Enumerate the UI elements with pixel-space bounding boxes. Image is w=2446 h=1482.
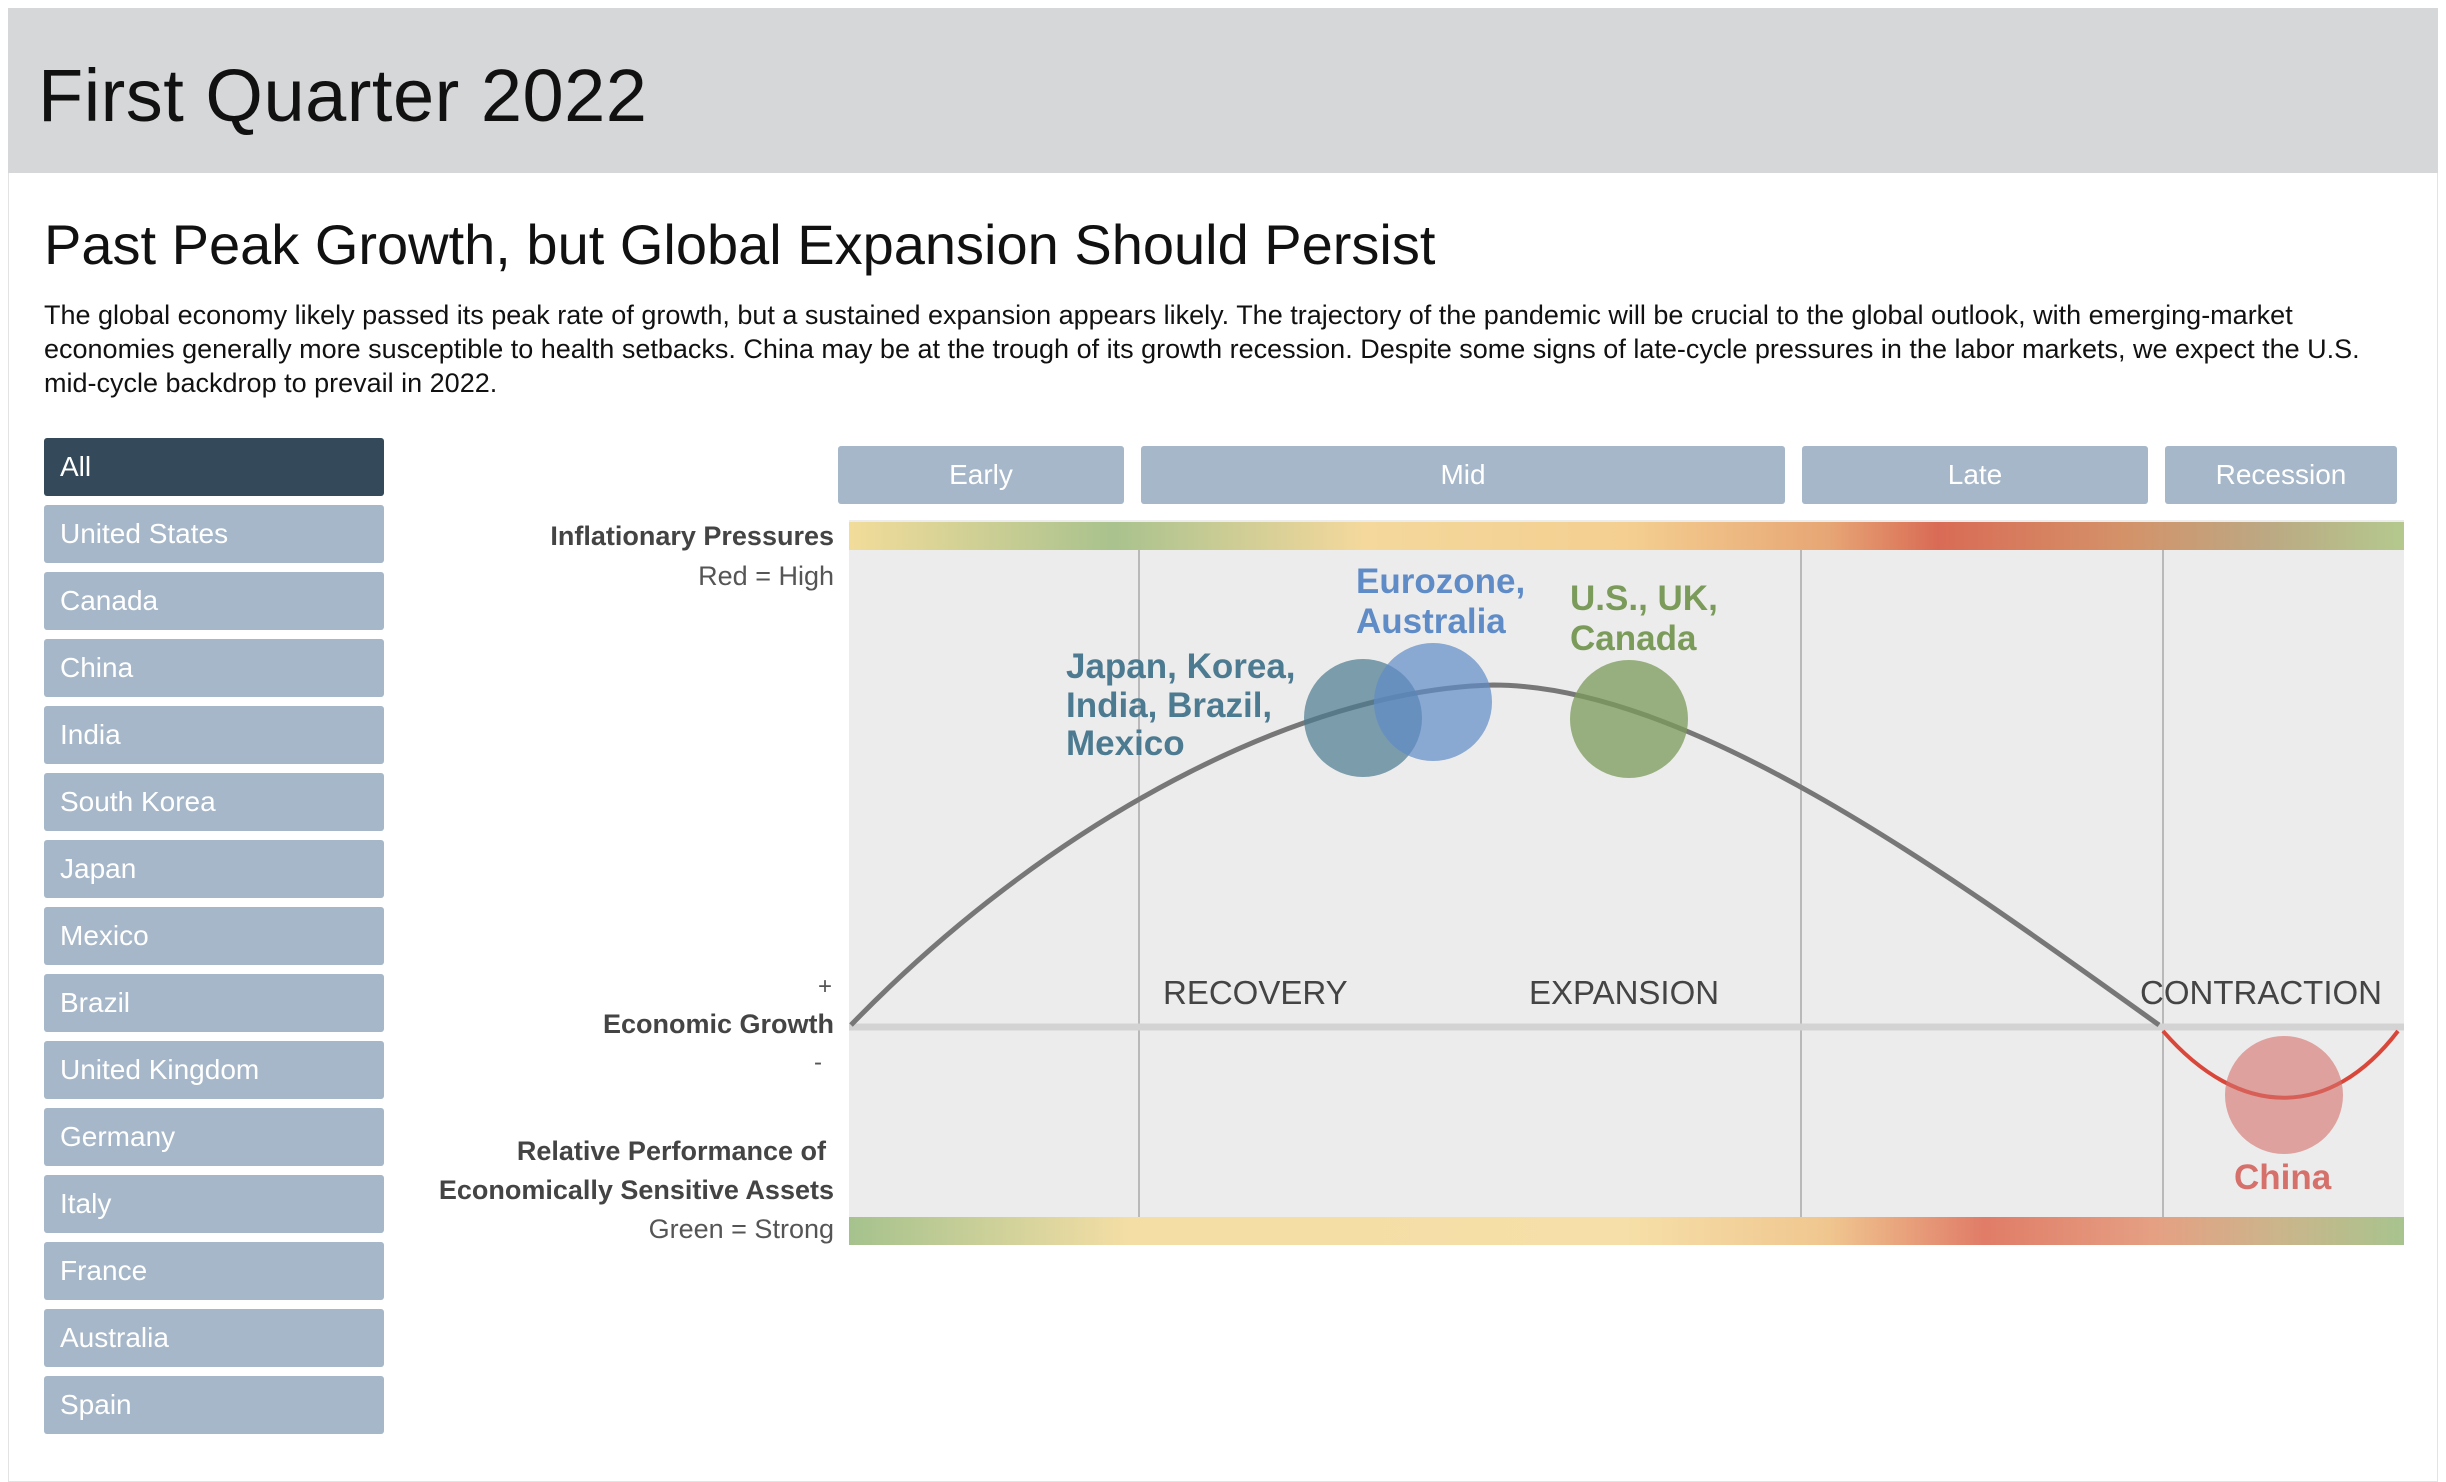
phase-tab-recession-label: Recession <box>2216 459 2347 490</box>
phase-tabs: Early Mid Late Recession <box>838 446 2397 504</box>
bubble-china[interactable] <box>2225 1036 2343 1154</box>
sidebar-item-spain[interactable]: Spain <box>44 1376 384 1434</box>
phase-dividers <box>1138 550 2164 1217</box>
performance-label-line1: Relative Performance of <box>517 1136 827 1166</box>
phase-tab-mid-label: Mid <box>1440 459 1485 490</box>
sidebar-item-japan[interactable]: Japan <box>44 840 384 898</box>
sidebar-item-south-korea[interactable]: South Korea <box>44 773 384 831</box>
cycle-curve <box>849 682 2161 1028</box>
sidebar-item-india[interactable]: India <box>44 706 384 764</box>
sidebar-item-italy[interactable]: Italy <box>44 1175 384 1233</box>
label-jkibm-line2: India, Brazil, <box>1066 686 1272 725</box>
stage-contraction: CONTRACTION <box>2140 974 2382 1011</box>
growth-minus-sign: - <box>814 1049 822 1076</box>
inflation-gradient-bar <box>849 522 2404 550</box>
sidebar-item-australia[interactable]: Australia <box>44 1309 384 1367</box>
growth-plus-sign: + <box>818 973 832 1000</box>
stage-labels: RECOVERY EXPANSION CONTRACTION <box>1163 974 2382 1011</box>
country-filter-list: All United States Canada China India South Ko… <box>44 438 384 1443</box>
sidebar-item-all[interactable]: All <box>44 438 384 496</box>
phase-tab-mid[interactable]: Mid <box>1141 446 1785 504</box>
label-china: China <box>2234 1158 2332 1197</box>
diagram-panel <box>849 520 2404 1245</box>
section-title: Past Peak Growth, but Global Expansion S… <box>44 213 1436 276</box>
stage-recovery: RECOVERY <box>1163 974 1348 1011</box>
sidebar-item-mexico[interactable]: Mexico <box>44 907 384 965</box>
header-bar: First Quarter 2022 <box>8 8 2438 173</box>
performance-label-line2: Economically Sensitive Assets <box>439 1175 834 1205</box>
intro-paragraph: The global economy likely passed its pea… <box>44 300 2360 398</box>
inflation-label: Inflationary Pressures <box>550 521 834 551</box>
sidebar-item-united-states[interactable]: United States <box>44 505 384 563</box>
label-usukcanada-line2: Canada <box>1570 619 1697 658</box>
bubble-us-uk-canada[interactable] <box>1570 660 1688 778</box>
page-title: First Quarter 2022 <box>38 54 648 137</box>
sidebar-item-germany[interactable]: Germany <box>44 1108 384 1166</box>
performance-gradient-bar <box>849 1217 2404 1245</box>
phase-tab-late[interactable]: Late <box>1802 446 2148 504</box>
bubble-eurozone-australia[interactable] <box>1374 643 1492 761</box>
phase-tab-late-label: Late <box>1948 459 2003 490</box>
bubble-labels: Japan, Korea, India, Brazil, Mexico Euro… <box>1066 562 2332 1197</box>
label-eurozone-line2: Australia <box>1356 602 1506 641</box>
label-usukcanada-line1: U.S., UK, <box>1570 579 1718 618</box>
performance-key: Green = Strong <box>649 1214 834 1244</box>
inflation-key: Red = High <box>698 561 834 591</box>
sidebar-item-united-kingdom[interactable]: United Kingdom <box>44 1041 384 1099</box>
sidebar-item-brazil[interactable]: Brazil <box>44 974 384 1032</box>
phase-tab-early[interactable]: Early <box>838 446 1124 504</box>
phase-tab-recession[interactable]: Recession <box>2165 446 2397 504</box>
label-eurozone-line1: Eurozone, <box>1356 562 1525 601</box>
sidebar-item-canada[interactable]: Canada <box>44 572 384 630</box>
sidebar-item-france[interactable]: France <box>44 1242 384 1300</box>
sidebar-item-china[interactable]: China <box>44 639 384 697</box>
label-jkibm-line1: Japan, Korea, <box>1066 647 1296 686</box>
axis-labels: Inflationary Pressures Red = High + Econ… <box>439 521 834 1244</box>
stage-expansion: EXPANSION <box>1529 974 1719 1011</box>
phase-tab-early-label: Early <box>949 459 1013 490</box>
growth-label: Economic Growth <box>603 1009 834 1039</box>
label-jkibm-line3: Mexico <box>1066 724 1185 763</box>
